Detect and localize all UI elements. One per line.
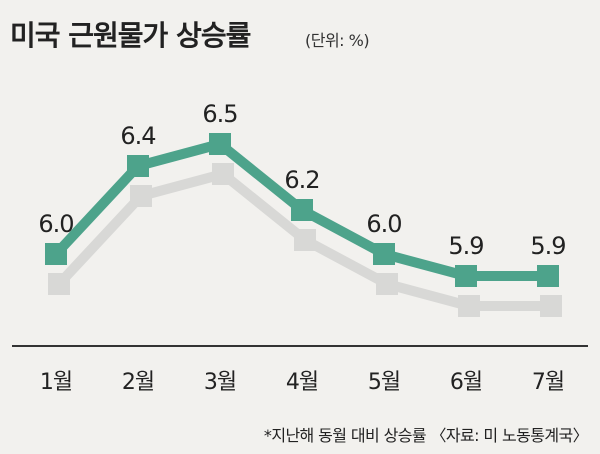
- data-label-group: 6.0 6.4 6.5 6.2 6.0 5.9 5.9: [38, 100, 566, 260]
- data-label-1월: 6.0: [38, 210, 73, 238]
- x-tick-label-3: 3월: [204, 370, 236, 395]
- data-label-7월: 5.9: [530, 232, 565, 260]
- x-tick-label-2: 2월: [122, 370, 154, 395]
- series-line-group: [45, 133, 559, 287]
- data-point-7월: [537, 265, 559, 287]
- unit-label: (단위: %): [305, 31, 370, 50]
- footnote: *지난해 동월 대비 상승률 〈자료: 미 노동통계국〉: [263, 426, 589, 445]
- x-tick-label-7: 7월: [532, 370, 564, 395]
- data-point-6월: [455, 265, 477, 287]
- line-shadow: [48, 163, 562, 317]
- x-tick-label-4: 4월: [286, 370, 318, 395]
- shadow-marker-6: [458, 295, 480, 317]
- shadow-marker-3: [212, 163, 234, 185]
- shadow-marker-4: [294, 229, 316, 251]
- shadow-marker-2: [130, 185, 152, 207]
- data-point-1월: [45, 243, 67, 265]
- data-point-3월: [209, 133, 231, 155]
- data-point-2월: [127, 155, 149, 177]
- data-point-5월: [373, 243, 395, 265]
- x-tick-label-1: 1월: [40, 370, 72, 395]
- x-tick-label-group: 1월 2월 3월 4월 5월 6월 7월: [40, 370, 565, 395]
- x-tick-label-5: 5월: [368, 370, 400, 395]
- shadow-marker-1: [48, 273, 70, 295]
- data-point-4월: [291, 199, 313, 221]
- data-label-3월: 6.5: [202, 100, 237, 128]
- data-label-6월: 5.9: [448, 232, 483, 260]
- shadow-marker-5: [376, 273, 398, 295]
- data-label-4월: 6.2: [284, 166, 319, 194]
- x-tick-label-6: 6월: [450, 370, 482, 395]
- chart-title: 미국 근원물가 상승률: [10, 19, 251, 52]
- shadow-marker-7: [540, 295, 562, 317]
- data-label-2월: 6.4: [120, 122, 155, 150]
- data-label-5월: 6.0: [366, 210, 401, 238]
